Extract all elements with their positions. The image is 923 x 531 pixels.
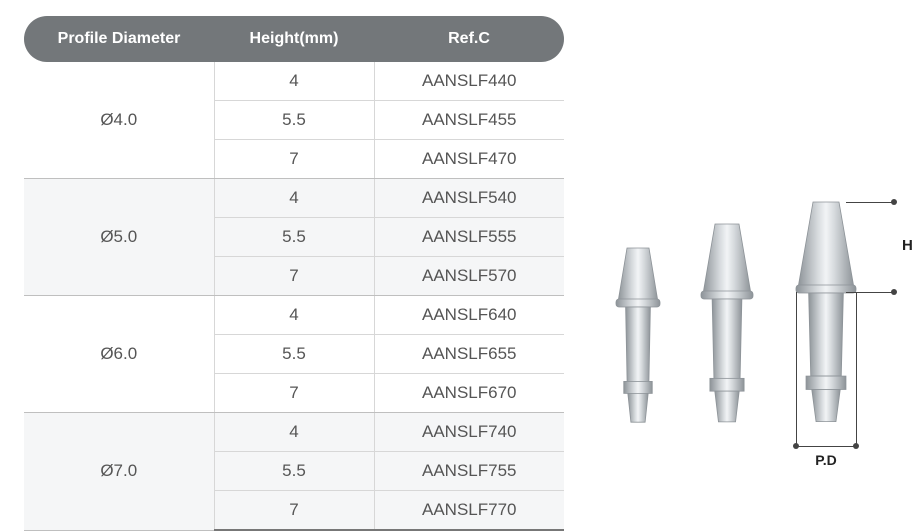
cell-ref: AANSLF470 <box>374 140 564 179</box>
col-header-profile-diameter: Profile Diameter <box>24 16 214 62</box>
cell-height: 7 <box>214 257 374 296</box>
dimension-label-pd: P.D <box>796 452 856 468</box>
cell-ref: AANSLF640 <box>374 296 564 335</box>
col-header-height: Height(mm) <box>214 16 374 62</box>
cell-profile-diameter: Ø4.0 <box>24 62 214 179</box>
cell-ref: AANSLF670 <box>374 374 564 413</box>
abutment-icon <box>699 220 755 426</box>
abutment-icon <box>794 198 858 426</box>
cell-height: 4 <box>214 62 374 101</box>
cell-ref: AANSLF740 <box>374 413 564 452</box>
cell-profile-diameter: Ø6.0 <box>24 296 214 413</box>
cell-height: 5.5 <box>214 452 374 491</box>
page-root: Profile Diameter Height(mm) Ref.C Ø4.04A… <box>0 0 923 515</box>
spec-table-body: Ø4.04AANSLF4405.5AANSLF4557AANSLF470Ø5.0… <box>24 62 564 530</box>
spec-table: Profile Diameter Height(mm) Ref.C Ø4.04A… <box>24 16 564 531</box>
spec-table-head: Profile Diameter Height(mm) Ref.C <box>24 16 564 62</box>
cell-height: 4 <box>214 296 374 335</box>
cell-profile-diameter: Ø5.0 <box>24 179 214 296</box>
cell-ref: AANSLF440 <box>374 62 564 101</box>
cell-height: 4 <box>214 413 374 452</box>
cell-height: 5.5 <box>214 218 374 257</box>
cell-ref: AANSLF455 <box>374 101 564 140</box>
cell-height: 5.5 <box>214 335 374 374</box>
cell-height: 7 <box>214 374 374 413</box>
abutment-icon <box>614 244 662 426</box>
col-header-ref: Ref.C <box>374 16 564 62</box>
table-row: Ø4.04AANSLF440 <box>24 62 564 101</box>
cell-ref: AANSLF755 <box>374 452 564 491</box>
table-row: Ø6.04AANSLF640 <box>24 296 564 335</box>
cell-profile-diameter: Ø7.0 <box>24 413 214 531</box>
table-row: Ø5.04AANSLF540 <box>24 179 564 218</box>
cell-ref: AANSLF770 <box>374 491 564 531</box>
cell-ref: AANSLF555 <box>374 218 564 257</box>
table-row: Ø7.04AANSLF740 <box>24 413 564 452</box>
cell-height: 4 <box>214 179 374 218</box>
cell-height: 7 <box>214 140 374 179</box>
cell-height: 5.5 <box>214 101 374 140</box>
cell-ref: AANSLF540 <box>374 179 564 218</box>
cell-height: 7 <box>214 491 374 531</box>
cell-ref: AANSLF655 <box>374 335 564 374</box>
spec-table-wrap: Profile Diameter Height(mm) Ref.C Ø4.04A… <box>24 16 564 531</box>
cell-ref: AANSLF570 <box>374 257 564 296</box>
abutment-illustration: HP.D <box>604 146 899 466</box>
dimension-label-h: H <box>902 237 913 254</box>
